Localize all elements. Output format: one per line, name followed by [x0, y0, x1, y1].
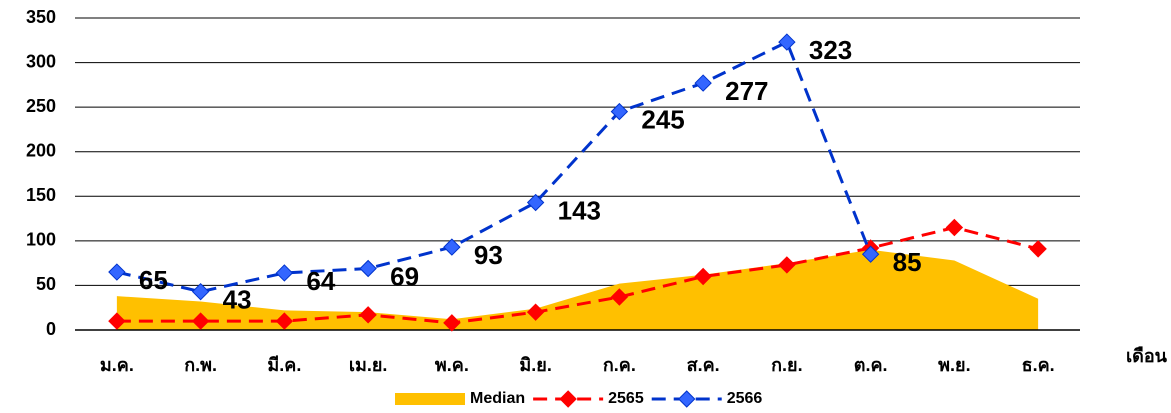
- data-label: 143: [558, 195, 601, 225]
- marker: [359, 259, 377, 278]
- y-tick-label: 150: [26, 185, 56, 205]
- area: [116, 249, 1039, 330]
- marker: [108, 263, 126, 281]
- data-label: 65: [139, 265, 168, 295]
- data-label: 323: [809, 35, 852, 65]
- x-tick-label: เม.ย.: [349, 355, 388, 375]
- marker: [778, 33, 796, 51]
- marker: [526, 303, 545, 321]
- marker: [778, 256, 796, 274]
- marker: [191, 282, 210, 301]
- marker: [945, 218, 964, 237]
- y-tick-label: 200: [26, 140, 56, 160]
- x-tick-label: ก.ย.: [771, 355, 802, 375]
- marker: [443, 238, 461, 256]
- legend-label: 2566: [727, 390, 763, 407]
- marker: [275, 312, 294, 330]
- x-tick-label: มี.ค.: [267, 355, 301, 375]
- legend-marker: [559, 390, 577, 408]
- data-label: 245: [641, 104, 684, 134]
- legend-label: Median: [470, 390, 525, 407]
- x-tick-label: ก.พ.: [184, 355, 217, 375]
- y-tick-label: 0: [46, 319, 56, 339]
- y-tick-label: 250: [26, 96, 56, 116]
- x-tick-label: ม.ค.: [100, 355, 134, 375]
- legend-swatch: [395, 393, 465, 405]
- x-tick-label: ส.ค.: [687, 355, 720, 375]
- line: [116, 225, 1039, 325]
- marker: [610, 102, 629, 121]
- x-axis-label: เดือน: [1126, 346, 1168, 366]
- data-label: 277: [725, 76, 768, 106]
- data-label: 64: [306, 266, 335, 296]
- y-tick-label: 100: [26, 230, 56, 250]
- marker: [526, 193, 545, 212]
- y-tick-label: 350: [26, 7, 56, 27]
- marker: [275, 264, 294, 282]
- data-label: 43: [223, 285, 252, 315]
- marker: [191, 312, 210, 330]
- marker: [694, 267, 712, 286]
- marker: [1029, 240, 1047, 258]
- legend-label: 2565: [608, 390, 644, 407]
- x-tick-label: มิ.ย.: [519, 355, 551, 375]
- marker: [443, 314, 461, 332]
- x-tick-label: ธ.ค.: [1022, 355, 1055, 375]
- grid: [75, 17, 1080, 331]
- y-tick-label: 300: [26, 51, 56, 71]
- data-label: 85: [893, 247, 922, 277]
- data-label: 93: [474, 240, 503, 270]
- x-tick-label: พ.ค.: [435, 355, 469, 375]
- data-label: 69: [390, 261, 419, 291]
- x-tick-label: พ.ย.: [938, 355, 970, 375]
- x-tick-label: ก.ค.: [603, 355, 636, 375]
- marker: [694, 74, 712, 92]
- line: [116, 40, 873, 294]
- legend-marker: [678, 390, 696, 408]
- marker: [108, 312, 126, 330]
- marker: [861, 245, 880, 263]
- marker: [359, 306, 377, 324]
- x-tick-label: ต.ค.: [854, 355, 888, 375]
- marker: [610, 288, 629, 306]
- y-tick-label: 50: [36, 274, 56, 294]
